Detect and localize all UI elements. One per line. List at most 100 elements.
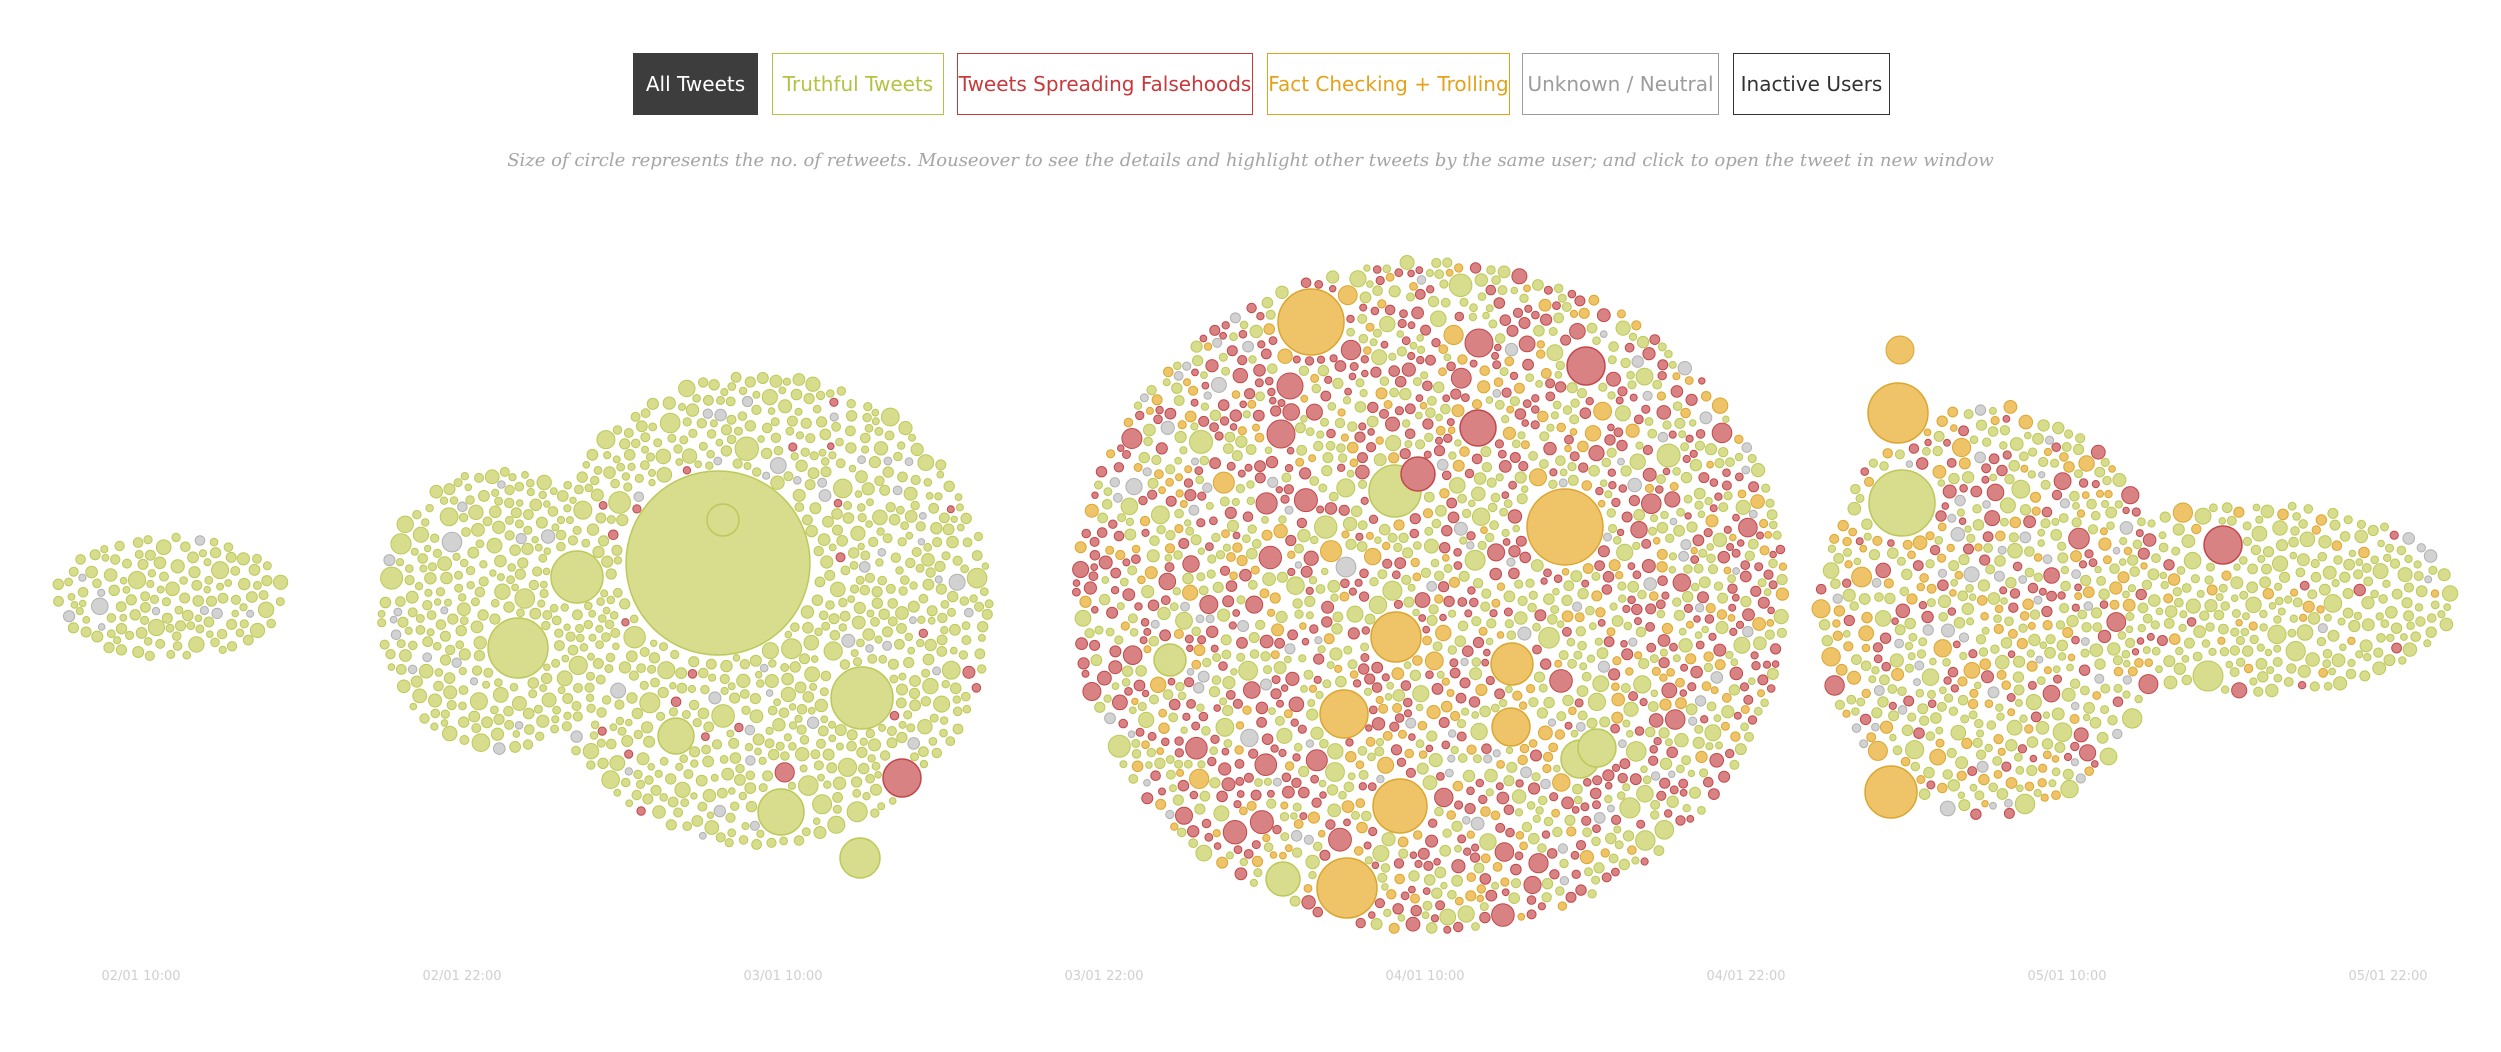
tweet-bubble[interactable]	[442, 725, 458, 742]
tweet-bubble[interactable]	[939, 728, 948, 738]
tweet-bubble[interactable]	[165, 623, 175, 633]
tweet-bubble[interactable]	[1436, 670, 1445, 679]
tweet-bubble[interactable]	[1389, 387, 1399, 398]
tweet-bubble[interactable]	[1597, 499, 1606, 508]
tweet-bubble[interactable]	[1653, 845, 1665, 856]
tweet-bubble[interactable]	[932, 666, 942, 676]
tweet-bubble[interactable]	[1700, 391, 1712, 402]
tweet-bubble[interactable]	[430, 722, 439, 731]
tweet-bubble[interactable]	[1525, 373, 1535, 383]
tweet-bubble[interactable]	[1349, 362, 1359, 371]
tweet-bubble[interactable]	[1873, 685, 1885, 696]
tweet-bubble[interactable]	[1415, 703, 1424, 712]
tweet-bubble[interactable]	[1619, 758, 1631, 770]
tweet-bubble[interactable]	[919, 759, 929, 769]
tweet-bubble[interactable]	[461, 527, 471, 537]
tweet-bubble[interactable]	[688, 656, 700, 668]
tweet-bubble[interactable]	[1355, 532, 1364, 541]
tweet-bubble[interactable]	[770, 475, 785, 490]
tweet-bubble[interactable]	[1247, 524, 1257, 534]
tweet-bubble[interactable]	[814, 698, 828, 713]
tweet-bubble[interactable]	[974, 648, 986, 660]
tweet-bubble[interactable]	[2056, 639, 2069, 652]
tweet-bubble[interactable]	[1124, 528, 1137, 541]
tweet-bubble[interactable]	[921, 553, 935, 567]
tweet-bubble[interactable]	[1859, 739, 1869, 749]
tweet-bubble[interactable]	[1503, 590, 1516, 603]
tweet-bubble[interactable]	[836, 386, 846, 396]
tweet-bubble[interactable]	[652, 805, 666, 819]
tweet-bubble[interactable]	[2131, 507, 2141, 517]
tweet-bubble[interactable]	[1818, 619, 1831, 631]
tweet-bubble[interactable]	[1237, 426, 1247, 436]
tweet-bubble[interactable]	[1979, 554, 1991, 566]
tweet-bubble[interactable]	[1747, 453, 1757, 464]
tweet-bubble[interactable]	[1730, 731, 1741, 742]
tweet-bubble[interactable]	[2297, 681, 2307, 690]
tweet-bubble[interactable]	[1176, 827, 1187, 838]
tweet-bubble[interactable]	[1564, 444, 1572, 453]
tweet-bubble[interactable]	[2274, 582, 2283, 591]
tweet-bubble[interactable]	[833, 498, 843, 508]
tweet-bubble[interactable]	[617, 726, 627, 736]
tweet-bubble[interactable]	[1127, 730, 1136, 739]
tweet-bubble[interactable]	[1471, 486, 1486, 502]
tweet-bubble[interactable]	[1239, 568, 1252, 582]
tweet-bubble[interactable]	[1769, 550, 1777, 559]
tweet-bubble[interactable]	[1949, 589, 1957, 597]
tweet-bubble[interactable]	[1887, 684, 1898, 694]
tweet-bubble[interactable]	[2201, 639, 2211, 648]
tweet-bubble[interactable]	[2129, 566, 2140, 577]
tweet-bubble[interactable]	[805, 376, 821, 392]
tweet-bubble[interactable]	[1083, 581, 1098, 595]
tweet-bubble[interactable]	[1242, 511, 1254, 523]
tweet-bubble[interactable]	[1918, 637, 1928, 647]
tweet-bubble[interactable]	[1419, 401, 1428, 410]
tweet-bubble[interactable]	[1620, 465, 1632, 477]
tweet-bubble[interactable]	[1280, 684, 1289, 692]
tweet-bubble[interactable]	[1502, 538, 1511, 546]
tweet-bubble[interactable]	[1877, 696, 1889, 708]
tweet-bubble[interactable]	[529, 498, 543, 512]
tweet-bubble[interactable]	[1252, 409, 1265, 422]
tweet-bubble[interactable]	[2181, 534, 2196, 548]
tweet-bubble[interactable]	[679, 754, 689, 764]
tweet-bubble[interactable]	[2144, 658, 2153, 668]
tweet-bubble[interactable]	[1512, 307, 1524, 318]
tweet-bubble[interactable]	[2370, 589, 2379, 599]
tweet-bubble[interactable]	[1571, 806, 1580, 814]
tweet-bubble[interactable]	[1454, 311, 1465, 322]
tweet-bubble[interactable]	[1575, 721, 1586, 732]
tweet-bubble[interactable]	[1480, 853, 1491, 864]
tweet-bubble[interactable]	[1314, 636, 1323, 645]
tweet-bubble[interactable]	[947, 607, 956, 617]
tweet-bubble[interactable]	[1440, 700, 1453, 713]
tweet-bubble[interactable]	[1256, 717, 1267, 728]
tweet-bubble[interactable]	[1605, 832, 1617, 845]
tweet-bubble[interactable]	[1262, 834, 1271, 843]
tweet-bubble[interactable]	[1242, 705, 1252, 715]
tweet-bubble[interactable]	[716, 395, 725, 405]
tweet-bubble[interactable]	[1439, 908, 1457, 926]
tweet-bubble[interactable]	[1394, 406, 1405, 416]
tweet-bubble[interactable]	[1462, 769, 1476, 783]
tweet-bubble[interactable]	[266, 618, 277, 629]
tweet-bubble[interactable]	[1485, 532, 1495, 543]
tweet-bubble[interactable]	[1386, 681, 1395, 690]
tweet-bubble[interactable]	[1579, 407, 1592, 420]
tweet-bubble[interactable]	[471, 665, 483, 676]
tweet-bubble[interactable]	[939, 512, 950, 524]
tweet-bubble[interactable]	[1530, 420, 1540, 430]
tweet-bubble[interactable]	[504, 719, 515, 730]
tweet-bubble[interactable]	[751, 839, 762, 850]
tweet-bubble[interactable]	[2221, 685, 2230, 694]
tweet-bubble[interactable]	[2404, 554, 2413, 564]
tweet-bubble[interactable]	[2251, 525, 2268, 542]
tweet-bubble[interactable]	[1521, 419, 1529, 427]
tweet-bubble[interactable]	[846, 729, 858, 741]
tweet-bubble[interactable]	[1401, 336, 1411, 346]
tweet-bubble[interactable]	[720, 424, 733, 436]
tweet-bubble[interactable]	[2080, 574, 2092, 587]
tweet-bubble[interactable]	[1965, 584, 1974, 593]
tweet-bubble[interactable]	[2096, 489, 2104, 498]
